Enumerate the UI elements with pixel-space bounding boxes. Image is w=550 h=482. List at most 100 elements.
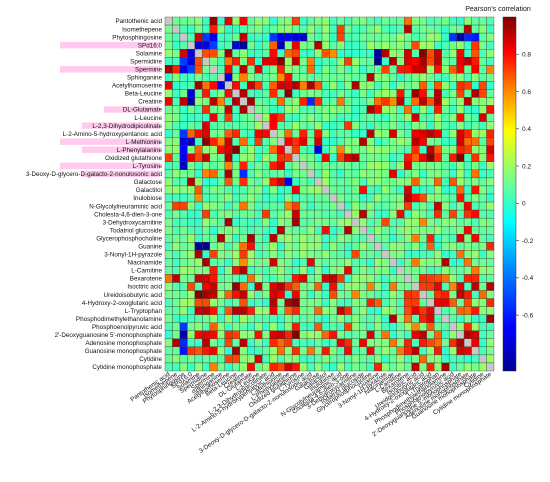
heatmap-cell [426, 209, 435, 219]
heatmap-cell [426, 306, 435, 315]
heatmap-cell [411, 169, 420, 179]
heatmap-cell [276, 113, 285, 122]
heatmap-cell [471, 89, 480, 98]
heatmap-cell [426, 24, 435, 34]
heatmap-cell [441, 57, 450, 66]
heatmap-cell [448, 145, 457, 154]
heatmap-cell [269, 57, 278, 66]
heatmap-cell [164, 137, 173, 146]
heatmap-cell [381, 49, 390, 58]
heatmap-cell [463, 137, 472, 146]
heatmap-cell [299, 193, 308, 203]
heatmap-cell [419, 40, 427, 50]
heatmap-cell [336, 89, 345, 98]
heatmap-cell [239, 274, 248, 283]
heatmap-cell [374, 49, 383, 58]
heatmap-cell [359, 354, 368, 364]
heatmap-cell [194, 121, 203, 130]
heatmap-cell [396, 330, 405, 339]
heatmap-cell [448, 346, 457, 356]
heatmap-cell [172, 145, 181, 154]
heatmap-cell [441, 24, 450, 34]
heatmap-cell [269, 40, 278, 50]
heatmap-cell [351, 250, 360, 259]
heatmap-cell [426, 226, 435, 235]
row-label: L-Phenylalanine [117, 147, 163, 154]
heatmap-cell [262, 113, 270, 122]
heatmap-cell [269, 298, 278, 307]
heatmap-cell [194, 97, 203, 106]
heatmap-cell [381, 354, 390, 364]
heatmap-cell [276, 185, 285, 195]
heatmap-cell [389, 266, 397, 275]
heatmap-cell [344, 32, 353, 42]
heatmap-cell [419, 81, 427, 90]
heatmap-cell [389, 89, 397, 98]
heatmap-cell [456, 234, 465, 243]
heatmap-cell [217, 266, 225, 275]
heatmap-cell [359, 161, 368, 171]
heatmap-cell [232, 113, 240, 122]
heatmap-cell [291, 242, 300, 251]
heatmap-cell [486, 153, 495, 162]
heatmap-cell [396, 177, 405, 187]
heatmap-cell [396, 242, 405, 251]
heatmap-cell [329, 274, 338, 283]
heatmap-cell [471, 145, 480, 154]
heatmap-cell [329, 137, 338, 146]
heatmap-cell [351, 217, 360, 227]
heatmap-cell [463, 40, 472, 50]
heatmap-cell [194, 201, 203, 211]
heatmap-cell [164, 121, 173, 130]
heatmap-cell [478, 24, 487, 34]
heatmap-cell [232, 137, 240, 146]
heatmap-cell [262, 177, 270, 187]
heatmap-cell [434, 209, 442, 219]
heatmap-cell [434, 290, 442, 299]
heatmap-cell [187, 234, 196, 243]
heatmap-cell [336, 306, 345, 315]
heatmap-cell [419, 49, 427, 58]
heatmap-cell [374, 81, 383, 90]
heatmap-cell [172, 49, 181, 58]
heatmap-cell [321, 193, 330, 203]
heatmap-cell [471, 105, 480, 114]
heatmap-cell [329, 177, 338, 187]
heatmap-cell [463, 97, 472, 106]
heatmap-cell [164, 169, 173, 179]
heatmap-cell [329, 145, 338, 154]
heatmap-cell [314, 290, 323, 299]
heatmap-cell [172, 306, 181, 315]
heatmap-cell [396, 49, 405, 58]
heatmap-cell [351, 209, 360, 219]
heatmap-cell [396, 314, 405, 323]
heatmap-cell [314, 57, 323, 66]
heatmap-cell [321, 185, 330, 195]
heatmap-cell [389, 274, 397, 283]
heatmap-cell [448, 290, 457, 299]
heatmap-cell [419, 16, 427, 26]
heatmap-cell [306, 81, 315, 90]
heatmap-cell [232, 209, 240, 219]
heatmap-cell [351, 105, 360, 114]
heatmap-cell [284, 258, 293, 267]
row-label: Guanine [138, 244, 162, 251]
heatmap-cell [239, 201, 248, 211]
heatmap-cell [284, 153, 293, 162]
heatmap-cell [247, 250, 255, 259]
heatmap-cell [194, 338, 203, 348]
heatmap-cell [366, 177, 375, 187]
heatmap-cell [172, 97, 181, 106]
heatmap-cell [187, 145, 196, 154]
heatmap-cell [314, 81, 323, 90]
heatmap-cell [351, 290, 360, 299]
heatmap-cell [217, 89, 225, 98]
row-label: Spermine [135, 67, 162, 74]
heatmap-cell [172, 298, 181, 307]
heatmap-cell [254, 105, 263, 114]
heatmap-cell [172, 32, 181, 42]
heatmap-cell [306, 153, 315, 162]
heatmap-cell [374, 209, 383, 219]
heatmap-cell [434, 274, 442, 283]
row-label: 3-Deoxy-D-glycero-D-galacto-2-nonulosoni… [26, 171, 163, 178]
